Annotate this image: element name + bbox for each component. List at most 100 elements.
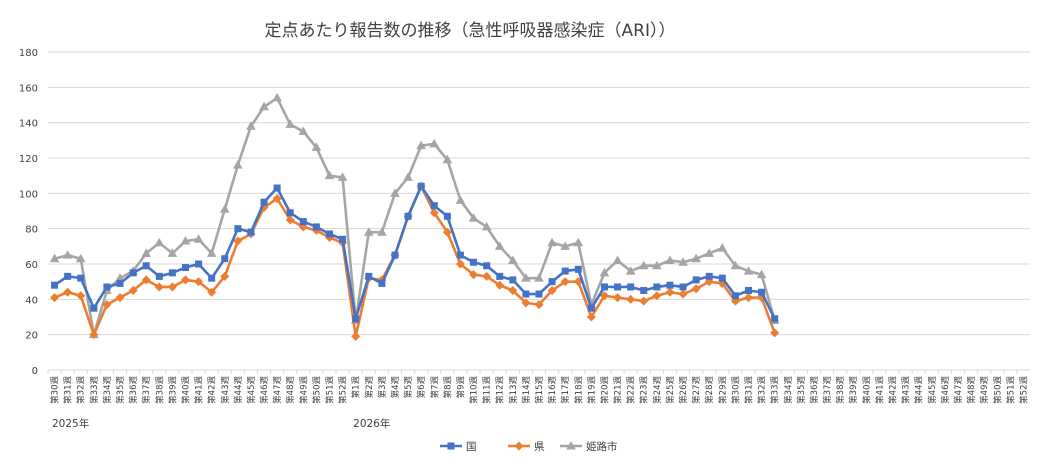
- data-point: [326, 230, 334, 238]
- x-tick-label: 第43週: [220, 376, 231, 404]
- data-point: [285, 119, 296, 128]
- y-axis-ticks: 0 20 40 60 80 100 120 140 160 180: [19, 48, 38, 377]
- data-point: [495, 280, 505, 290]
- y-tick-label: 40: [25, 295, 38, 306]
- data-point: [219, 204, 230, 213]
- data-point: [115, 273, 125, 282]
- x-tick-label: 第34週: [783, 376, 794, 404]
- x-tick-label: 第50週: [311, 376, 322, 404]
- data-point: [221, 255, 229, 263]
- data-point: [574, 265, 582, 273]
- data-point: [666, 281, 674, 289]
- data-point: [63, 287, 73, 297]
- data-point: [168, 269, 176, 277]
- x-tick-label: 第38週: [835, 376, 846, 404]
- data-point: [417, 182, 425, 190]
- legend-label: 姫路市: [586, 440, 618, 453]
- x-tick-label: 第3週: [377, 376, 388, 399]
- x-tick-label: 第44週: [233, 376, 244, 404]
- y-tick-label: 160: [19, 83, 38, 94]
- x-tick-label: 第48週: [285, 376, 296, 404]
- data-point: [129, 269, 137, 277]
- data-point: [481, 221, 492, 231]
- x-tick-label: 第33週: [89, 376, 100, 404]
- chart-title: 定点あたり報告数の推移（急性呼吸器感染症（ARI））: [265, 21, 676, 41]
- data-point: [260, 198, 268, 206]
- data-point: [566, 441, 576, 450]
- data-point: [208, 274, 216, 282]
- data-point: [167, 282, 177, 292]
- x-tick-label: 第31週: [743, 376, 754, 404]
- x-tick-label: 第24週: [652, 376, 663, 404]
- y-tick-label: 80: [25, 225, 38, 236]
- data-point: [167, 248, 178, 257]
- x-tick-label: 第44週: [914, 376, 925, 404]
- data-point: [75, 253, 86, 263]
- data-point: [614, 283, 622, 291]
- x-tick-label: 第6週: [416, 376, 427, 399]
- x-tick-label: 第51週: [325, 376, 336, 404]
- data-point: [142, 262, 150, 270]
- data-point: [626, 294, 636, 304]
- data-point: [599, 267, 610, 277]
- data-point: [730, 260, 741, 270]
- data-point: [718, 274, 726, 282]
- year-label: 2026年: [353, 417, 390, 430]
- data-point: [678, 289, 688, 299]
- legend-item: 国: [440, 441, 477, 453]
- data-point: [522, 290, 530, 298]
- x-tick-label: 第15週: [534, 376, 545, 404]
- data-point: [286, 209, 294, 217]
- data-point: [521, 298, 531, 308]
- x-tick-label: 第10週: [469, 376, 480, 404]
- data-point: [193, 234, 204, 243]
- data-point: [442, 227, 452, 237]
- data-point: [298, 126, 309, 135]
- legend-label: 国: [466, 441, 477, 453]
- x-tick-label: 第42週: [888, 376, 899, 404]
- data-point: [509, 276, 517, 284]
- x-tick-label: 第28週: [704, 376, 715, 404]
- data-point: [627, 283, 635, 291]
- data-point: [652, 260, 662, 270]
- data-point: [600, 283, 608, 291]
- x-tick-label: 第17週: [560, 376, 571, 404]
- x-tick-label: 第35週: [115, 376, 126, 404]
- data-point: [64, 272, 72, 280]
- data-point: [508, 255, 518, 264]
- data-point: [678, 257, 688, 266]
- data-point: [259, 101, 269, 111]
- data-point: [233, 236, 243, 246]
- data-point: [482, 271, 492, 281]
- x-tick-label: 第32週: [76, 376, 87, 404]
- data-point: [154, 237, 165, 247]
- data-point: [638, 260, 649, 270]
- data-point: [378, 279, 386, 287]
- data-point: [180, 275, 190, 285]
- data-point: [103, 283, 111, 291]
- data-point: [233, 160, 243, 169]
- x-tick-label: 第46週: [940, 376, 951, 404]
- data-point: [116, 279, 124, 287]
- data-point: [731, 292, 739, 300]
- series-0: [51, 182, 779, 323]
- series-lines: [49, 92, 780, 341]
- data-point: [521, 273, 531, 282]
- x-tick-label: 第37週: [141, 376, 152, 404]
- x-tick-label: 第49週: [298, 376, 309, 404]
- data-point: [534, 273, 544, 282]
- data-point: [391, 251, 399, 259]
- data-point: [548, 278, 556, 286]
- data-point: [560, 241, 570, 250]
- data-point: [560, 277, 570, 287]
- data-point: [154, 282, 164, 292]
- data-point: [246, 121, 256, 130]
- data-point: [429, 208, 439, 218]
- data-point: [456, 251, 464, 259]
- x-tick-label: 第47週: [953, 376, 964, 404]
- x-tick-label: 第23週: [639, 376, 650, 404]
- data-point: [612, 255, 623, 264]
- data-point: [50, 293, 60, 303]
- data-point: [561, 267, 569, 275]
